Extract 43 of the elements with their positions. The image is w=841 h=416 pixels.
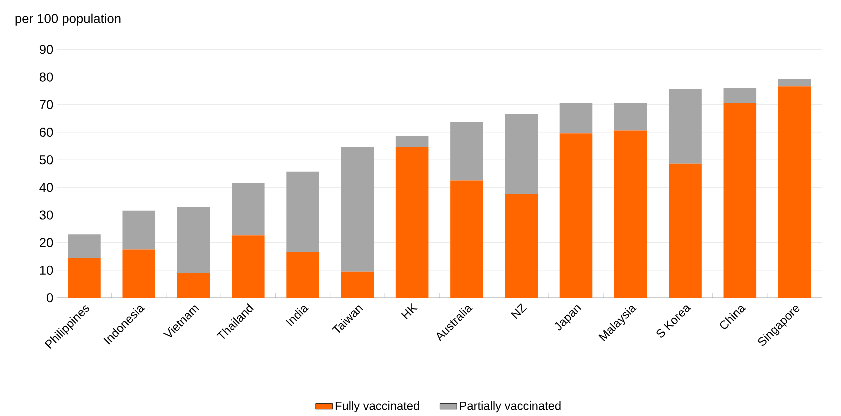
bar (614, 131, 648, 298)
y-tick-label: 20 (40, 238, 54, 248)
bar (778, 79, 812, 87)
bar (286, 172, 320, 252)
bar (450, 180, 484, 298)
bar (724, 88, 757, 104)
bar (68, 258, 101, 298)
y-axis-title: per 100 population (16, 14, 121, 26)
bar (177, 207, 210, 274)
bar (68, 234, 101, 258)
y-tick-label: 0 (47, 294, 54, 303)
legend-label: Fully vaccinated (336, 402, 420, 413)
y-tick-label: 50 (40, 156, 54, 165)
bar (560, 134, 593, 298)
y-tick-label: 70 (40, 100, 54, 110)
bar (560, 103, 593, 134)
bar (341, 148, 374, 272)
bar (396, 148, 429, 298)
x-tick-label: HK (401, 304, 418, 320)
bar (669, 164, 702, 298)
x-tick-label: NZ (511, 304, 528, 320)
bar (450, 122, 484, 181)
bar (232, 236, 265, 298)
bar (396, 136, 429, 148)
bar (669, 90, 702, 164)
bar (778, 86, 812, 298)
y-tick-label: 40 (40, 183, 54, 192)
bar (122, 250, 156, 298)
bar (232, 183, 265, 236)
bar (122, 211, 156, 250)
y-tick-label: 30 (40, 210, 54, 220)
y-tick-label: 10 (40, 266, 54, 276)
bar (505, 114, 538, 195)
legend-label: Partially vaccinated (460, 402, 561, 413)
y-tick-label: 60 (40, 128, 54, 138)
y-tick-label: 90 (40, 45, 54, 54)
bar (614, 103, 648, 132)
bar (177, 274, 210, 298)
y-tick-label: 80 (40, 72, 54, 82)
bar (505, 194, 538, 298)
bar (286, 252, 320, 298)
bar (341, 272, 374, 298)
bar (724, 103, 757, 298)
